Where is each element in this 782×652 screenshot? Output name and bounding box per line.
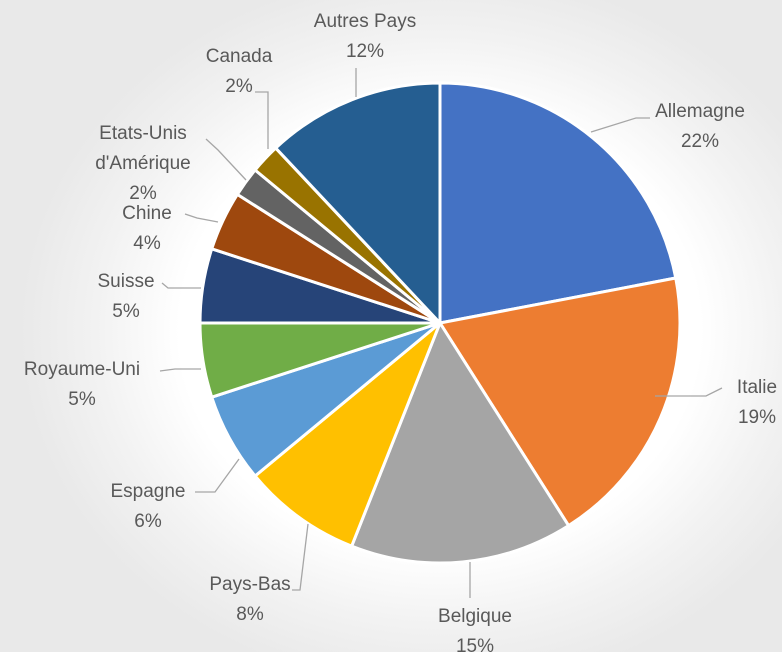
slice-percent-pays-bas: 8%: [236, 604, 264, 625]
slice-label-pays-bas: Pays-Bas: [209, 574, 290, 595]
leader-lines: [159, 68, 723, 598]
leader-line-italie: [655, 387, 723, 397]
slice-label-allemagne: Allemagne: [655, 101, 745, 122]
slice-label-royaume-uni: Royaume-Uni: [24, 359, 140, 380]
leader-line-pays-bas: [292, 523, 309, 591]
pie-slice-belgique: [350, 321, 571, 565]
slice-label-italie: Italie: [737, 377, 777, 398]
slice-percent-italie: 19%: [738, 407, 776, 428]
pie-slices: [198, 81, 682, 565]
slice-percent-royaume-uni: 5%: [68, 389, 96, 410]
slice-label-autres-pays: Autres Pays: [314, 11, 416, 32]
slice-percent-chine: 4%: [133, 233, 161, 254]
slice-percent-belgique: 15%: [456, 636, 494, 652]
slice-label-etats-unis-d-am-rique: d'Amérique: [95, 153, 191, 174]
slice-label-chine: Chine: [122, 203, 172, 224]
leader-line-espagne: [195, 458, 240, 493]
slice-percent-espagne: 6%: [134, 511, 162, 532]
slice-percent-allemagne: 22%: [681, 131, 719, 152]
slice-label-suisse: Suisse: [97, 271, 154, 292]
leader-line-canada: [255, 91, 269, 149]
slice-label-etats-unis-d-am-rique: Etats-Unis: [99, 123, 187, 144]
leader-line-suisse: [161, 282, 201, 289]
pie-slice-pays-bas: [253, 321, 442, 548]
slice-label-espagne: Espagne: [110, 481, 185, 502]
leader-line-allemagne: [590, 117, 650, 133]
slice-percent-suisse: 5%: [112, 301, 140, 322]
slice-label-belgique: Belgique: [438, 606, 512, 627]
slice-percent-autres-pays: 12%: [346, 41, 384, 62]
slice-labels: Allemagne 22% Italie 19% Belgique 15% Pays-Bas…: [24, 11, 777, 652]
slice-percent-canada: 2%: [225, 76, 253, 97]
slice-percent-etats-unis-d-am-rique: 2%: [129, 183, 157, 204]
leader-line-etats-unis-d-am-rique: [205, 138, 247, 181]
pie-slice-allemagne: [438, 81, 678, 325]
leader-line-royaume-uni: [159, 368, 201, 372]
slice-label-canada: Canada: [206, 46, 273, 67]
pie-slice-italie: [438, 276, 682, 528]
leader-line-chine: [184, 213, 219, 223]
pie-slice-autres-pays: [274, 81, 442, 325]
